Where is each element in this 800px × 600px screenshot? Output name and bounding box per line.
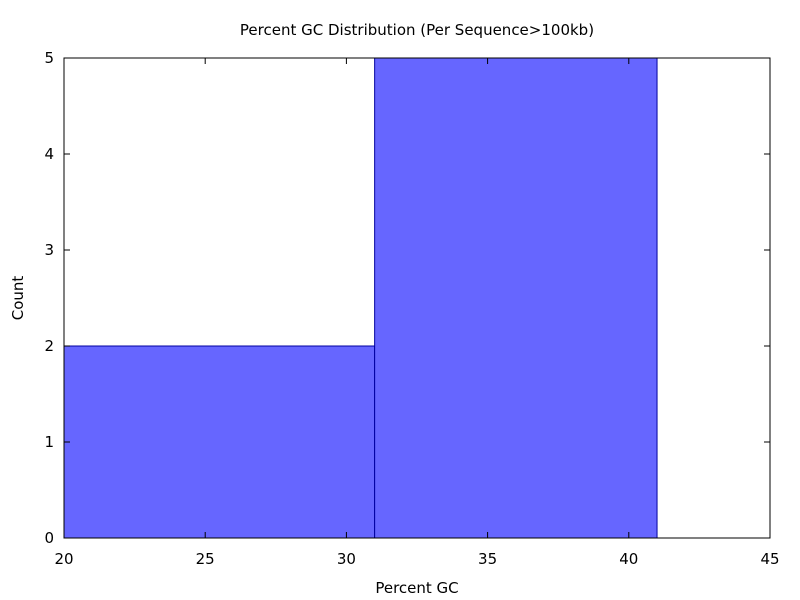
x-tick-label: 35 [478,550,497,568]
y-tick-label: 0 [44,529,54,547]
x-tick-label: 45 [760,550,779,568]
plot-frame [63,57,771,539]
ticks-layer [63,57,771,539]
y-tick-label: 2 [44,337,54,355]
y-tick-labels: 0 1 2 3 4 5 [44,49,54,547]
chart-title: Percent GC Distribution (Per Sequence>10… [240,21,594,39]
x-tick-label: 30 [337,550,356,568]
x-tick-labels: 20 25 30 35 40 45 [54,550,779,568]
x-tick-label: 20 [54,550,73,568]
bars-layer [63,57,658,539]
x-tick-label: 40 [619,550,638,568]
x-axis-label: Percent GC [375,579,458,597]
histogram-bar-1 [63,345,376,539]
histogram-bar-2 [374,57,658,539]
y-tick-label: 5 [44,49,54,67]
y-tick-label: 3 [44,241,54,259]
x-tick-label: 25 [196,550,215,568]
y-axis-label: Count [9,276,27,321]
y-tick-label: 4 [44,145,54,163]
y-tick-label: 1 [44,433,54,451]
